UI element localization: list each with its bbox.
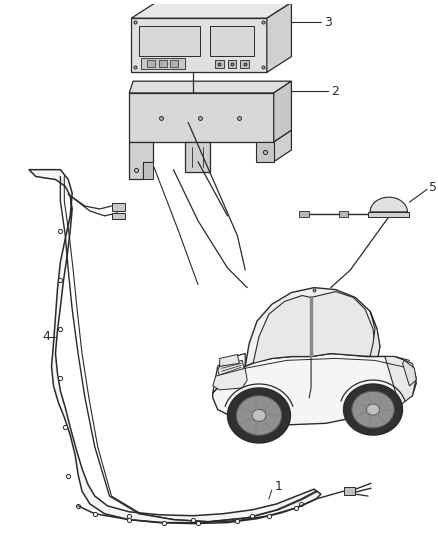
Polygon shape xyxy=(365,311,380,357)
Polygon shape xyxy=(147,60,155,67)
Polygon shape xyxy=(29,169,321,523)
Polygon shape xyxy=(252,409,266,422)
Polygon shape xyxy=(311,292,375,357)
Polygon shape xyxy=(370,197,407,212)
Polygon shape xyxy=(385,357,416,406)
Polygon shape xyxy=(256,142,274,162)
Text: 2: 2 xyxy=(331,85,339,98)
Polygon shape xyxy=(112,213,125,219)
Polygon shape xyxy=(185,142,210,172)
Polygon shape xyxy=(274,81,291,142)
Polygon shape xyxy=(159,60,166,67)
Polygon shape xyxy=(215,60,223,68)
Text: 3: 3 xyxy=(324,15,332,29)
Polygon shape xyxy=(129,81,291,93)
Polygon shape xyxy=(339,211,349,217)
Polygon shape xyxy=(368,212,410,217)
Text: 5: 5 xyxy=(429,181,437,194)
Text: 4: 4 xyxy=(42,330,50,343)
Polygon shape xyxy=(213,353,416,425)
Text: 1: 1 xyxy=(275,480,283,492)
Polygon shape xyxy=(143,162,153,180)
Polygon shape xyxy=(267,3,291,72)
Polygon shape xyxy=(343,487,355,495)
Polygon shape xyxy=(131,18,267,72)
Polygon shape xyxy=(237,395,282,435)
Polygon shape xyxy=(228,388,290,443)
Polygon shape xyxy=(227,60,237,68)
Polygon shape xyxy=(141,58,185,69)
Polygon shape xyxy=(112,203,125,211)
Polygon shape xyxy=(129,93,274,142)
Polygon shape xyxy=(367,404,379,415)
Polygon shape xyxy=(139,26,200,55)
Polygon shape xyxy=(253,295,311,364)
Polygon shape xyxy=(403,360,416,386)
Polygon shape xyxy=(210,26,254,55)
Polygon shape xyxy=(219,354,239,366)
Polygon shape xyxy=(129,142,153,180)
Polygon shape xyxy=(245,288,380,366)
Polygon shape xyxy=(299,211,309,217)
Polygon shape xyxy=(343,384,403,435)
Polygon shape xyxy=(131,3,291,18)
Polygon shape xyxy=(274,131,291,162)
Polygon shape xyxy=(240,60,249,68)
Polygon shape xyxy=(213,368,247,390)
Polygon shape xyxy=(352,391,394,428)
Polygon shape xyxy=(218,360,245,380)
Polygon shape xyxy=(170,60,178,67)
